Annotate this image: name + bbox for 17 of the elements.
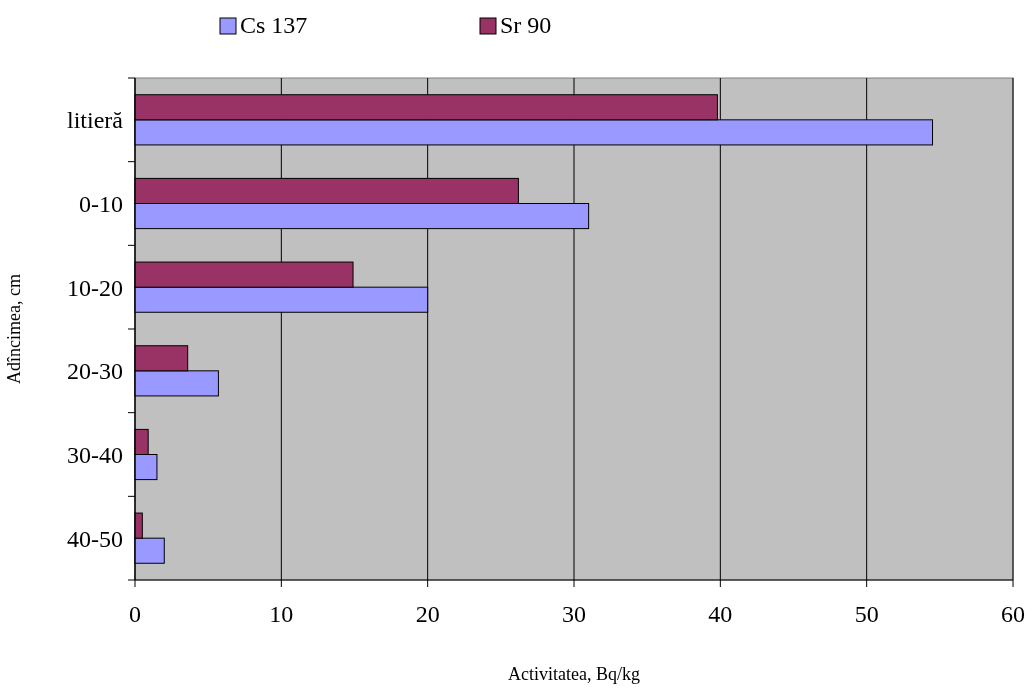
- x-tick-label: 50: [854, 601, 879, 627]
- y-tick-label: litieră: [67, 107, 124, 134]
- y-tick-label: 40-50: [67, 525, 123, 552]
- y-tick-label: 30-40: [67, 441, 123, 468]
- y-tick-label: 10-20: [67, 274, 123, 301]
- x-tick-label: 20: [415, 601, 440, 627]
- x-tick-label: 40: [708, 601, 733, 627]
- x-tick-label: 0: [129, 601, 141, 627]
- x-tick-label: 10: [269, 601, 294, 627]
- legend-label: Cs 137: [240, 12, 308, 38]
- x-tick-label: 60: [1001, 601, 1025, 627]
- y-tick-label: 0-10: [79, 190, 123, 217]
- legend-label: Sr 90: [500, 12, 552, 38]
- y-axis-title: Adîncimea, cm: [4, 274, 24, 384]
- x-tick-label: 30: [562, 601, 586, 627]
- y-tick-label: 20-30: [67, 358, 123, 385]
- x-axis-title: Activitatea, Bq/kg: [508, 664, 640, 684]
